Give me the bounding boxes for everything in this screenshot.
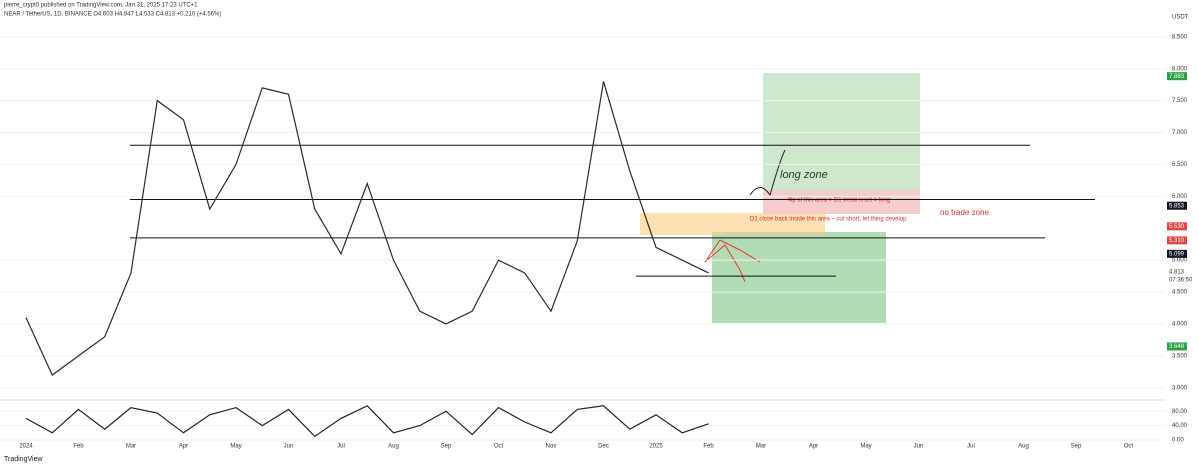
- symbol-info: NEAR / TetherUS, 1D, BINANCE O4.603 H4.8…: [4, 12, 221, 18]
- annotation: D1 close back inside this area – cut sho…: [750, 217, 907, 223]
- long-sketch: [749, 149, 786, 197]
- x-tick-label: May: [860, 444, 871, 450]
- price-line: [25, 405, 709, 438]
- x-tick-label: Jun: [914, 444, 924, 450]
- y-tick-label: 80.00: [1172, 409, 1188, 415]
- y-tick-label: 5.000: [1172, 258, 1188, 264]
- y-tick-label: 8.000: [1172, 66, 1188, 72]
- annotation: no trade zone: [940, 208, 989, 217]
- price-label-box: [1167, 249, 1187, 258]
- currency: USDT: [1172, 15, 1189, 21]
- lower-box: [712, 232, 886, 323]
- x-tick-label: Jul: [337, 444, 345, 450]
- y-tick-label: 40.00: [1172, 423, 1188, 429]
- x-tick-label: Oct: [494, 444, 504, 450]
- publisher: pierre_crypt0 published on TradingView.c…: [4, 3, 198, 9]
- y-tick-label: 3.000: [1172, 385, 1188, 391]
- logo-text: TradingView: [4, 456, 43, 463]
- x-tick-label: Mar: [126, 444, 136, 450]
- price-label: 5.099: [1169, 251, 1185, 257]
- y-tick-label: 0.00: [1172, 438, 1184, 444]
- y-tick-label: 3.500: [1172, 353, 1188, 359]
- x-tick-label: Dec: [598, 444, 609, 450]
- x-tick-label: Jun: [284, 444, 294, 450]
- x-tick-label: Sep: [1071, 444, 1082, 450]
- y-tick-label: 7.500: [1172, 98, 1188, 104]
- x-tick-label: Aug: [1018, 444, 1029, 450]
- x-tick-label: Nov: [546, 444, 557, 450]
- price-label: 4.813: [1169, 270, 1185, 276]
- x-tick-label: Oct: [1124, 444, 1134, 450]
- x-tick-label: Jul: [967, 444, 975, 450]
- y-tick-label: 8.500: [1172, 34, 1188, 40]
- annotation: flip of this area > D1 trend reset = lon…: [788, 198, 890, 204]
- price-label-box: [1167, 201, 1187, 210]
- scenario-arrow: [704, 239, 761, 263]
- y-tick-label: 4.500: [1172, 290, 1188, 296]
- y-tick-label: 4.000: [1172, 322, 1188, 328]
- price-label-box: [1167, 72, 1187, 81]
- y-tick-label: 6.000: [1172, 194, 1188, 200]
- price-line: [25, 81, 709, 376]
- x-tick-label: Sep: [441, 444, 452, 450]
- x-tick-label: May: [230, 444, 241, 450]
- x-tick-label: 2024: [19, 444, 33, 450]
- price-label: 5.853: [1169, 203, 1185, 209]
- price-label: 3.648: [1169, 344, 1185, 350]
- y-tick-label: 6.500: [1172, 162, 1188, 168]
- target-box: [763, 73, 920, 190]
- no-trade-area: [640, 213, 825, 235]
- x-tick-label: 2025: [649, 444, 663, 450]
- price-label-box: [1167, 342, 1187, 351]
- price-label: 7.883: [1169, 74, 1185, 80]
- countdown: 07:36:50: [1169, 278, 1193, 284]
- price-label: 5.530: [1169, 224, 1185, 230]
- x-tick-label: Apr: [809, 444, 818, 450]
- x-tick-label: Feb: [703, 444, 714, 450]
- x-tick-label: Feb: [73, 444, 84, 450]
- price-label-box: [1167, 222, 1187, 231]
- price-label-box: [1167, 236, 1187, 245]
- annotation: long zone: [780, 169, 828, 181]
- x-tick-label: Mar: [756, 444, 766, 450]
- stop-box: [763, 190, 920, 214]
- x-tick-label: Aug: [388, 444, 399, 450]
- price-label: 5.310: [1169, 238, 1185, 244]
- x-tick-label: Apr: [179, 444, 188, 450]
- y-tick-label: 7.000: [1172, 130, 1188, 136]
